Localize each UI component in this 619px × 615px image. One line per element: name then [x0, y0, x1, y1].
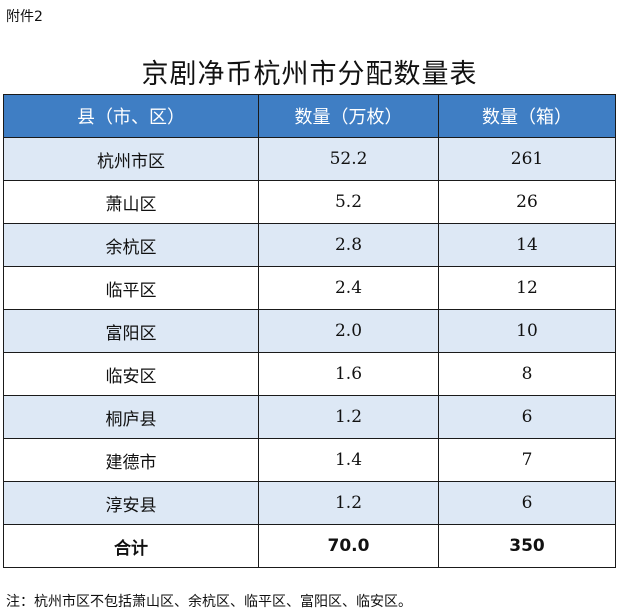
table-row: 临平区 2.4 12: [3, 266, 616, 310]
cell-quantity-wan: 5.2: [258, 180, 439, 224]
cell-quantity-box: 8: [438, 352, 616, 396]
cell-quantity-box: 10: [438, 309, 616, 353]
cell-county: 余杭区: [3, 223, 259, 267]
cell-county: 临安区: [3, 352, 259, 396]
table-row: 临安区 1.6 8: [3, 352, 616, 396]
cell-quantity-box: 7: [438, 438, 616, 482]
table-row: 富阳区 2.0 10: [3, 309, 616, 353]
cell-county: 淳安县: [3, 481, 259, 525]
table-row: 淳安县 1.2 6: [3, 481, 616, 525]
cell-quantity-box: 26: [438, 180, 616, 224]
header-county: 县（市、区）: [3, 94, 259, 138]
cell-quantity-box: 6: [438, 395, 616, 439]
cell-quantity-wan: 1.4: [258, 438, 439, 482]
cell-quantity-wan: 52.2: [258, 137, 439, 181]
header-quantity-box: 数量（箱）: [438, 94, 616, 138]
cell-quantity-wan: 2.8: [258, 223, 439, 267]
cell-quantity-box: 12: [438, 266, 616, 310]
table-header-row: 县（市、区） 数量（万枚） 数量（箱）: [3, 94, 616, 138]
cell-quantity-wan: 1.6: [258, 352, 439, 396]
total-row: 合计 70.0 350: [3, 524, 616, 568]
cell-quantity-wan: 1.2: [258, 395, 439, 439]
total-label: 合计: [3, 524, 259, 568]
table-row: 萧山区 5.2 26: [3, 180, 616, 224]
page-title: 京剧净币杭州市分配数量表: [141, 59, 478, 90]
table-row: 建德市 1.4 7: [3, 438, 616, 482]
cell-quantity-wan: 2.4: [258, 266, 439, 310]
cell-county: 桐庐县: [3, 395, 259, 439]
cell-county: 萧山区: [3, 180, 259, 224]
cell-quantity-box: 6: [438, 481, 616, 525]
table-row: 余杭区 2.8 14: [3, 223, 616, 267]
cell-quantity-box: 261: [438, 137, 616, 181]
cell-county: 杭州市区: [3, 137, 259, 181]
cell-county: 临平区: [3, 266, 259, 310]
table-row: 桐庐县 1.2 6: [3, 395, 616, 439]
allocation-table: 县（市、区） 数量（万枚） 数量（箱） 杭州市区 52.2 261 萧山区 5.…: [3, 94, 616, 568]
total-quantity-box: 350: [438, 524, 616, 568]
table-row: 杭州市区 52.2 261: [3, 137, 616, 181]
header-quantity-wan: 数量（万枚）: [258, 94, 439, 138]
total-quantity-wan: 70.0: [258, 524, 439, 568]
footnote: 注：杭州市区不包括萧山区、余杭区、临平区、富阳区、临安区。: [6, 594, 412, 610]
cell-quantity-box: 14: [438, 223, 616, 267]
cell-quantity-wan: 2.0: [258, 309, 439, 353]
attachment-label: 附件2: [6, 9, 43, 25]
cell-quantity-wan: 1.2: [258, 481, 439, 525]
cell-county: 建德市: [3, 438, 259, 482]
cell-county: 富阳区: [3, 309, 259, 353]
